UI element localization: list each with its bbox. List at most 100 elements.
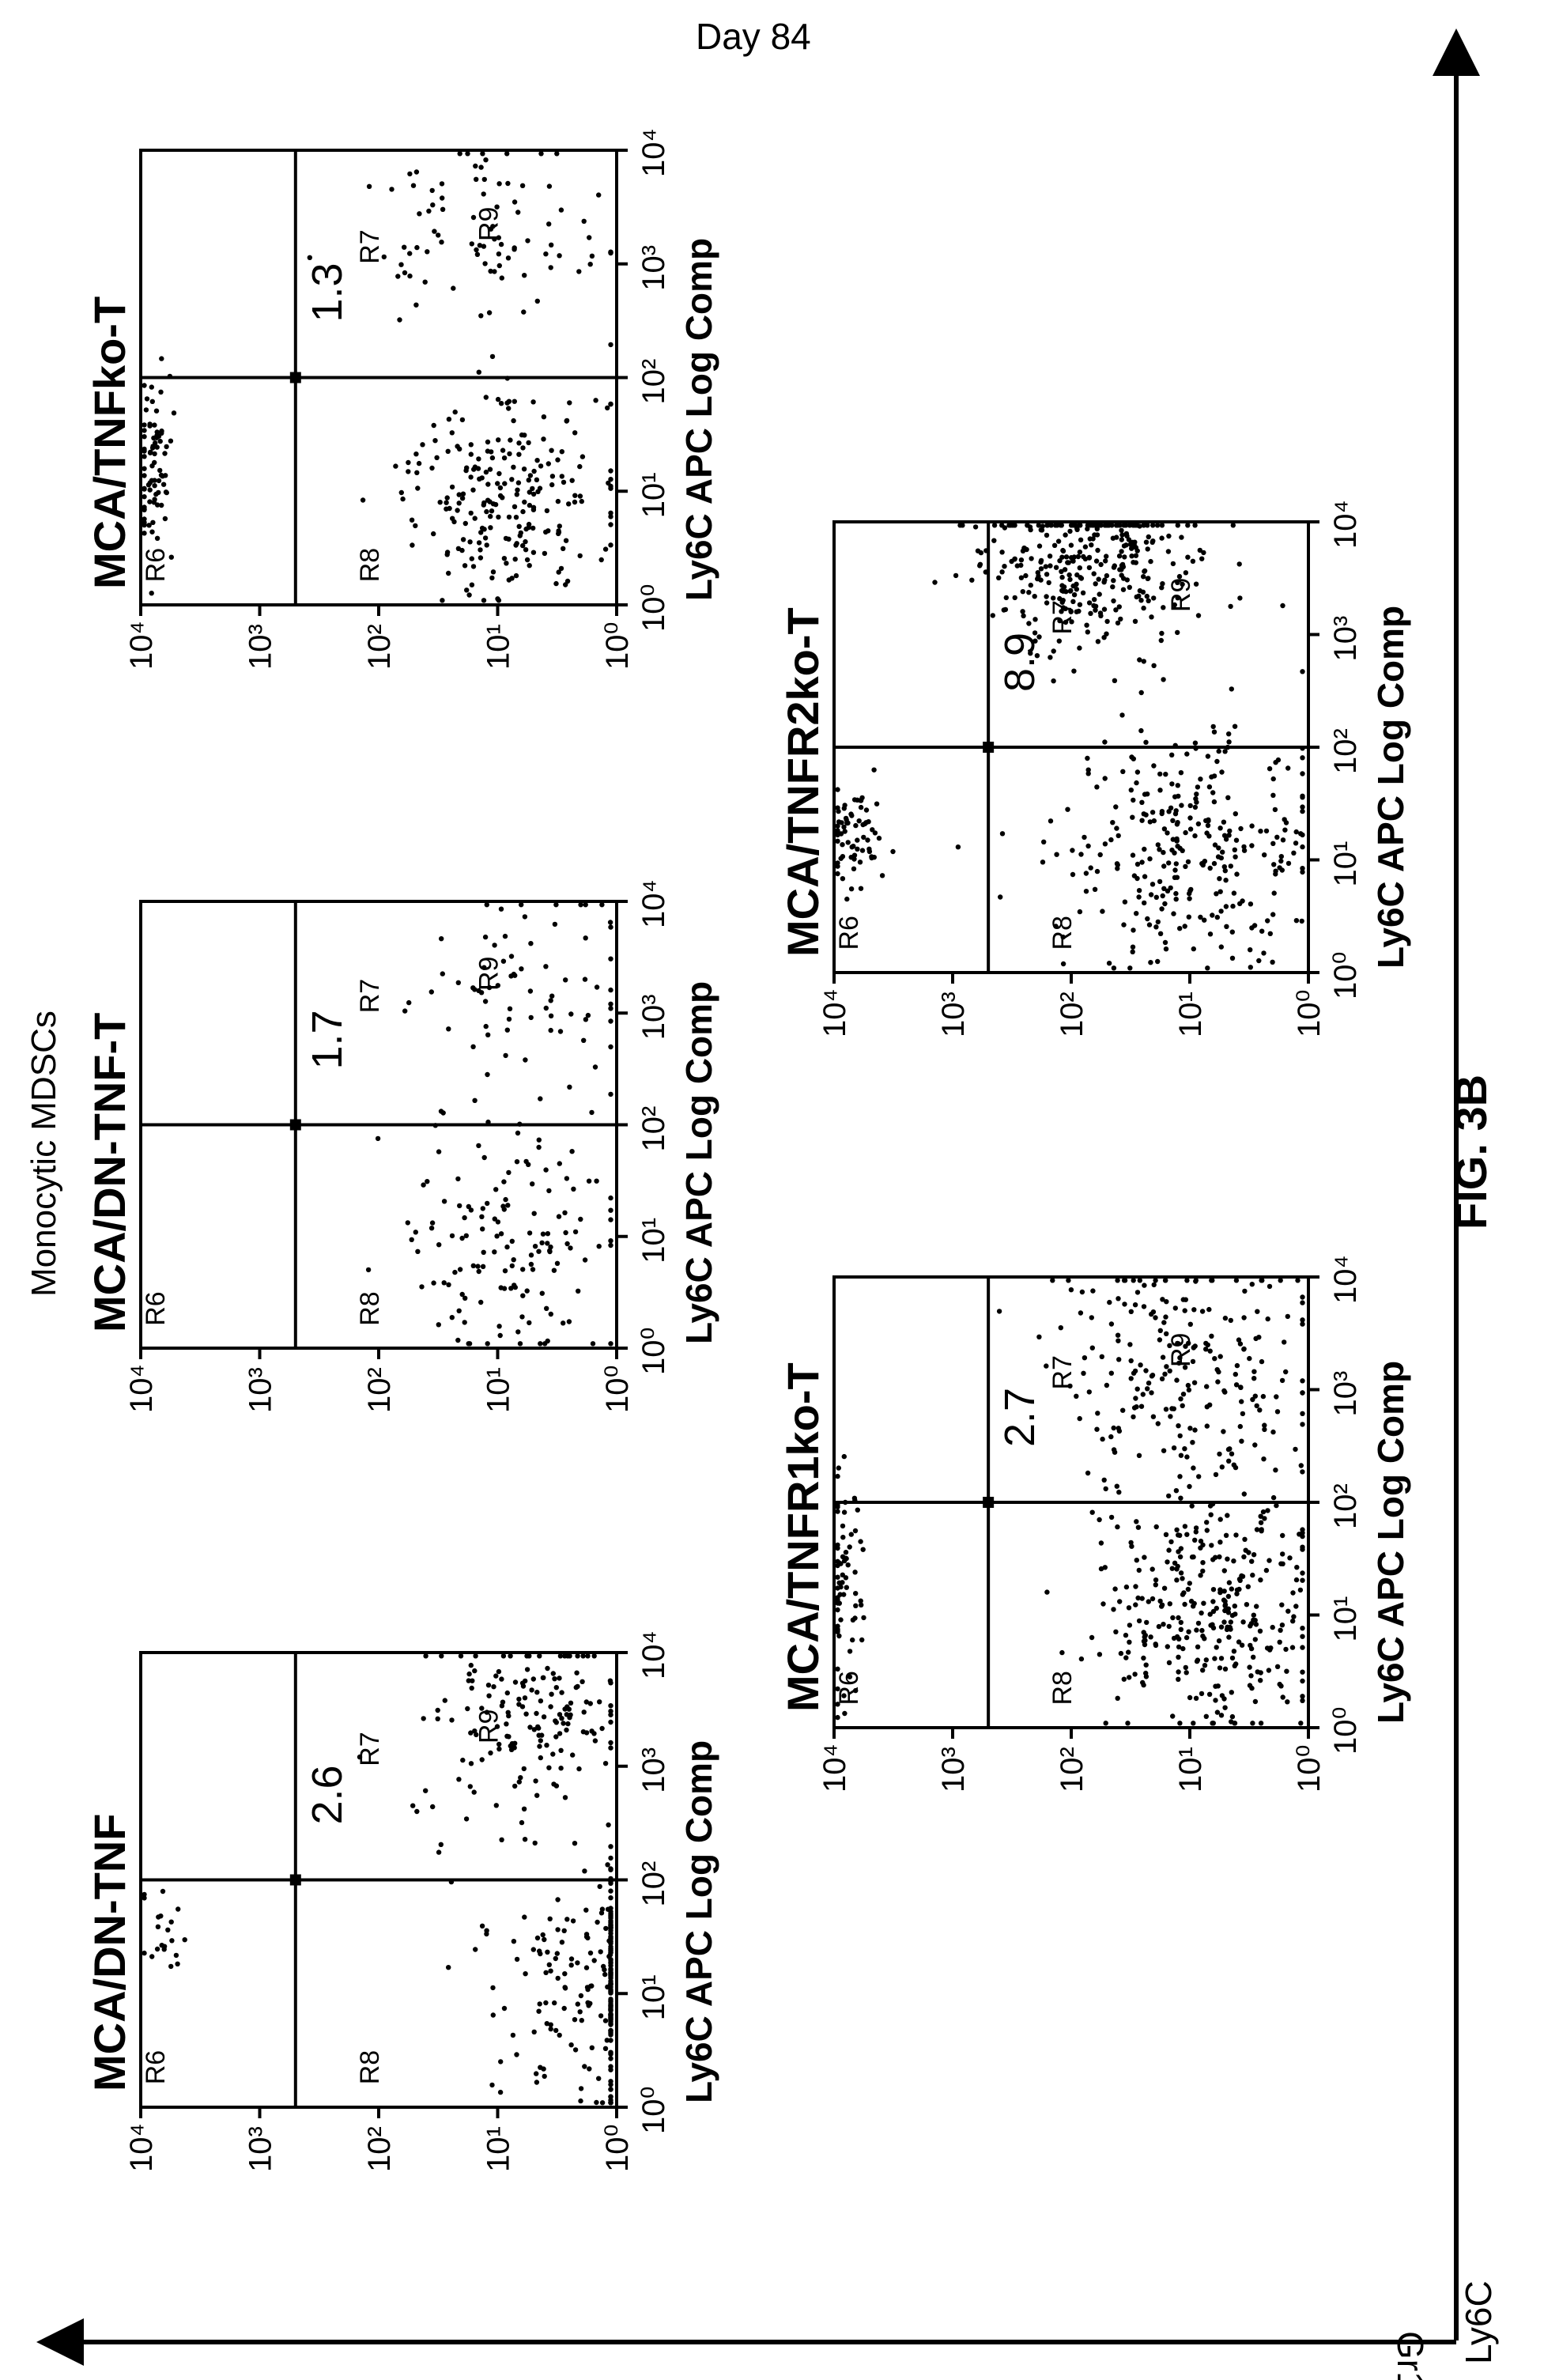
- event-point: [1131, 1370, 1137, 1376]
- event-point: [485, 1683, 492, 1688]
- event-point: [1141, 523, 1146, 528]
- event-point: [1200, 1568, 1206, 1574]
- event-point: [1094, 868, 1100, 875]
- event-point: [1118, 1650, 1124, 1657]
- event-point: [442, 1698, 447, 1703]
- event-point: [1177, 1554, 1183, 1560]
- event-point: [1175, 820, 1180, 825]
- event-point: [485, 1119, 491, 1125]
- event-point: [520, 1267, 526, 1272]
- event-point: [471, 467, 477, 472]
- event-point: [1150, 539, 1155, 545]
- event-point: [1138, 598, 1144, 603]
- event-point: [1187, 1426, 1193, 1431]
- event-point: [1176, 1654, 1181, 1660]
- event-point: [1187, 826, 1194, 832]
- event-point: [500, 1653, 507, 1659]
- event-point: [1300, 1694, 1305, 1699]
- event-point: [1209, 1543, 1214, 1548]
- event-point: [165, 1927, 171, 1932]
- event-point: [561, 2005, 567, 2012]
- event-point: [1078, 852, 1084, 857]
- event-point: [1199, 1691, 1205, 1697]
- event-point: [479, 1214, 485, 1220]
- x-tick-label: 10¹: [636, 472, 671, 518]
- event-point: [539, 1290, 545, 1296]
- event-point: [843, 815, 849, 822]
- event-point: [1233, 1532, 1239, 1538]
- event-point: [575, 1960, 580, 1966]
- event-point: [491, 1684, 496, 1690]
- event-point: [1300, 1294, 1305, 1300]
- event-point: [1232, 1604, 1238, 1609]
- event-point: [488, 268, 493, 274]
- event-point: [1267, 931, 1274, 937]
- event-point: [1161, 677, 1166, 682]
- event-point: [1141, 605, 1146, 611]
- y-tick-label: 10¹: [481, 2126, 516, 2172]
- event-point: [608, 1712, 613, 1717]
- event-point: [505, 180, 511, 187]
- event-point: [468, 1662, 474, 1668]
- event-point: [1258, 1513, 1263, 1519]
- event-point: [535, 1724, 541, 1730]
- event-point: [555, 1927, 561, 1932]
- event-point: [1222, 1705, 1228, 1710]
- event-point: [440, 206, 446, 212]
- event-point: [420, 442, 425, 448]
- event-point: [1249, 843, 1255, 848]
- event-point: [1221, 1589, 1227, 1594]
- event-point: [545, 461, 551, 467]
- event-point: [1077, 645, 1082, 651]
- event-point: [498, 1231, 504, 1237]
- event-point: [1130, 814, 1135, 820]
- event-point: [489, 449, 494, 455]
- event-point: [1300, 771, 1305, 776]
- event-point: [1143, 1674, 1150, 1679]
- event-point: [1184, 1532, 1190, 1537]
- event-point: [1119, 537, 1125, 542]
- event-point: [444, 552, 450, 557]
- event-point: [564, 1727, 569, 1733]
- x-tick-label: 10⁰: [636, 2086, 671, 2134]
- event-point: [1142, 846, 1147, 852]
- event-point: [1195, 1620, 1202, 1626]
- event-point: [849, 844, 855, 850]
- event-point: [608, 2064, 613, 2069]
- event-point: [1222, 1389, 1228, 1395]
- event-point: [566, 1706, 572, 1712]
- event-point: [500, 495, 505, 501]
- gate-handle: [289, 1119, 301, 1131]
- event-point: [1229, 1586, 1235, 1592]
- event-point: [835, 838, 840, 844]
- event-point: [594, 2099, 599, 2106]
- event-point: [1166, 860, 1172, 866]
- event-point: [1174, 1577, 1180, 1583]
- event-point: [602, 2018, 609, 2023]
- event-point: [1146, 534, 1152, 540]
- x-tick-label: 10⁰: [636, 584, 671, 632]
- event-point: [1113, 1629, 1119, 1634]
- event-point: [1174, 1527, 1180, 1533]
- event-point: [1192, 833, 1198, 839]
- event-point: [1211, 860, 1217, 867]
- event-point: [838, 856, 844, 861]
- event-point: [496, 181, 502, 187]
- event-point: [1111, 1607, 1116, 1612]
- event-point: [608, 1709, 613, 1714]
- event-point: [1258, 829, 1263, 834]
- event-point: [502, 481, 508, 486]
- event-point: [1144, 1619, 1150, 1626]
- event-point: [853, 1603, 859, 1609]
- event-point: [1234, 1362, 1240, 1369]
- event-point: [470, 985, 476, 991]
- event-point: [469, 241, 474, 247]
- event-point: [1210, 1599, 1216, 1604]
- event-point: [969, 577, 975, 583]
- event-point: [428, 989, 434, 995]
- event-point: [496, 263, 502, 269]
- event-point: [1074, 527, 1080, 532]
- event-point: [466, 1678, 471, 1683]
- event-point: [142, 519, 147, 525]
- event-point: [607, 1952, 613, 1958]
